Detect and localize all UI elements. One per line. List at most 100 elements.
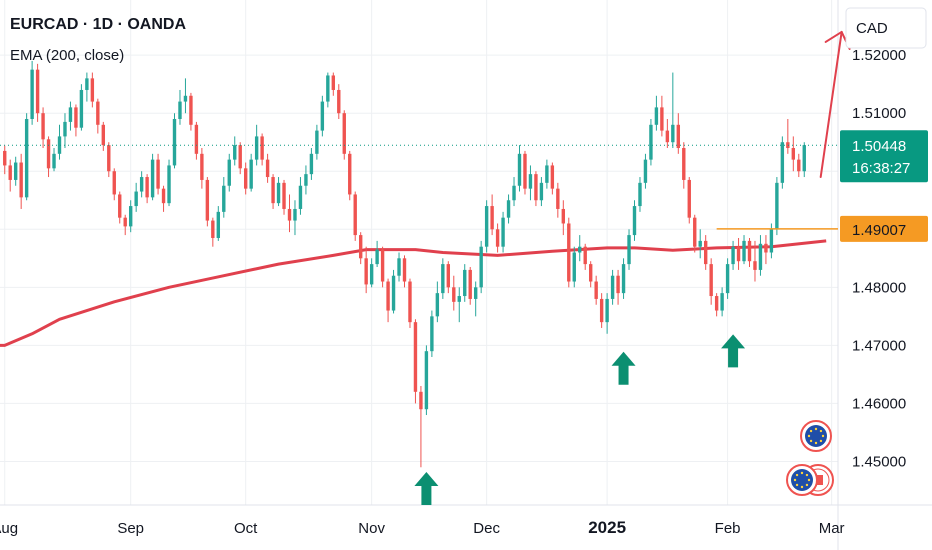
candle-body [205,179,210,221]
candle [183,78,188,114]
candle-body [254,136,259,160]
candle [731,240,735,270]
candle [539,177,544,207]
candle-body [638,182,642,207]
price-labels: 1.50448 16:38:27 1.49007 [840,130,928,242]
candle-body [85,78,89,90]
candle [63,113,67,149]
candle-body [68,107,73,122]
candle-body [391,275,396,311]
candle [68,101,73,131]
candle-body [123,217,127,227]
candle-body [725,264,730,294]
currency-box [845,7,927,49]
candle-body [238,145,242,169]
candle-body [287,208,292,221]
candle-body [463,269,467,297]
ema-line-group [0,239,827,347]
candle [298,177,303,215]
candle-body [758,243,763,270]
candle [446,261,451,294]
candle-body [260,136,264,160]
candle [660,95,664,137]
candle-body [791,148,796,160]
candle [128,200,133,233]
candle-body [150,159,155,198]
x-tick-label: Nov [358,520,385,537]
flag-star [809,439,813,443]
candle-body [413,322,418,392]
candle [780,136,785,189]
candle-body [430,316,434,352]
candle-body [479,246,483,288]
eu-event-1 [800,420,832,452]
candle-body [90,78,95,102]
flag-star [807,434,811,438]
candle [599,293,604,328]
candle [758,235,763,276]
projection-arrow-shaft [819,30,843,179]
candle [79,84,84,131]
candle-body [386,281,390,311]
y-tick-label: 1.48000 [852,279,906,296]
candle [260,133,264,166]
candle [802,142,806,178]
candle [265,153,270,183]
chart-title: EURCAD · 1D · OANDA [10,16,186,33]
candle [19,153,23,209]
flag-star [795,483,799,487]
flag-star [814,441,818,445]
candle [753,240,757,282]
candle [139,171,144,198]
candle [233,136,237,166]
up-arrows [414,334,746,505]
candle-body [353,194,357,236]
candle-body [457,296,461,302]
candle [709,258,713,305]
up-arrow-icon [414,472,439,505]
candle-body [797,159,801,172]
candle [693,214,697,253]
candle-body [194,124,199,154]
candle [46,136,51,178]
candle-body [52,153,56,169]
candle [736,237,741,270]
candle-body [501,217,505,247]
candle [463,264,467,302]
ema-200-line [0,239,827,347]
candle [13,156,18,186]
candle [391,269,396,314]
candle-body [616,275,620,294]
y-tick-label: 1.51000 [852,105,906,122]
candle-body [545,165,549,183]
candle-body [539,182,544,201]
candle-body [660,107,664,131]
candle [545,159,549,189]
candle-body [473,287,478,299]
candle-body [112,171,116,195]
candle [473,281,478,317]
candle-body [408,281,412,323]
candle [178,89,182,125]
candle [167,159,171,207]
candle [676,113,681,154]
flag-star [819,439,823,443]
candle-body [369,264,374,285]
candle [523,150,527,195]
x-tick-label: Mar [819,520,845,537]
candle-body [731,246,735,265]
y-tick-label: 1.47000 [852,337,906,354]
candle [747,237,752,268]
candle-body [128,206,133,227]
candle [402,255,407,288]
candle-body [605,298,609,323]
candle-body [578,246,582,253]
candle-body [490,206,494,230]
candle [665,118,670,149]
candle-body [19,162,23,198]
flag-star [819,429,823,433]
candle [3,145,7,175]
candle-body [227,159,231,186]
candle-body [178,101,182,119]
